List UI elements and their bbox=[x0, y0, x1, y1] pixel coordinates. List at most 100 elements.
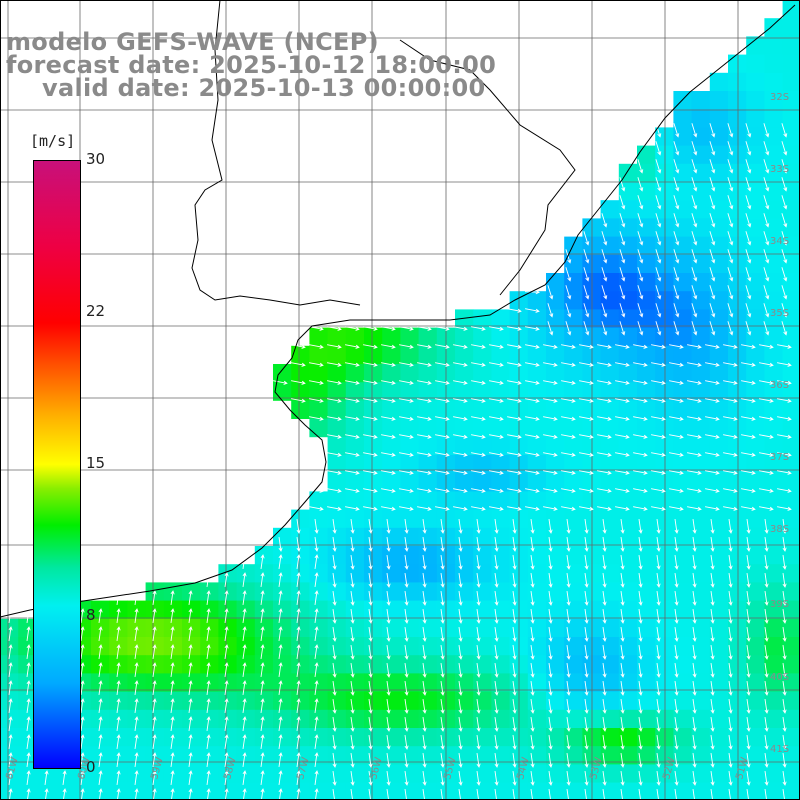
wind-arrow bbox=[620, 771, 625, 786]
wind-arrow bbox=[188, 680, 193, 695]
wind-arrow bbox=[152, 644, 157, 659]
wind-arrow bbox=[507, 380, 522, 385]
wind-arrow bbox=[327, 326, 342, 331]
wind-cell bbox=[327, 527, 347, 547]
wind-arrow bbox=[98, 716, 103, 731]
wind-arrow bbox=[728, 771, 733, 786]
wind-cell bbox=[291, 400, 310, 419]
wind-cell bbox=[782, 655, 800, 674]
wind-cell bbox=[345, 382, 365, 401]
wind-arrow bbox=[673, 159, 680, 174]
wind-cell bbox=[546, 746, 565, 765]
wind-arrow bbox=[597, 362, 612, 367]
wind-arrow bbox=[727, 213, 734, 228]
wind-arrow bbox=[651, 452, 666, 457]
wind-arrow bbox=[723, 488, 738, 493]
wind-arrow bbox=[8, 734, 13, 749]
wind-cell bbox=[782, 600, 800, 620]
wind-arrow bbox=[655, 249, 662, 264]
wind-cell bbox=[291, 345, 310, 365]
wind-arrow bbox=[727, 249, 734, 264]
wind-arrow bbox=[763, 321, 770, 336]
wind-cell bbox=[764, 709, 783, 729]
wind-arrow bbox=[727, 267, 734, 282]
wind-arrow bbox=[332, 519, 337, 534]
wind-cell bbox=[527, 655, 547, 674]
wind-arrow bbox=[471, 434, 486, 439]
latitude-label: 33S bbox=[770, 164, 789, 175]
wind-arrow bbox=[597, 488, 612, 493]
wind-cell bbox=[345, 564, 365, 583]
wind-arrow bbox=[404, 573, 409, 588]
wind-cell bbox=[364, 345, 383, 365]
wind-cell bbox=[473, 364, 492, 383]
wind-arrow bbox=[583, 249, 590, 264]
wind-cell bbox=[764, 436, 783, 456]
wind-cell bbox=[345, 400, 365, 419]
wind-arrow bbox=[759, 452, 774, 457]
wind-arrow bbox=[422, 789, 427, 800]
wind-cell bbox=[691, 236, 711, 256]
wind-arrow bbox=[381, 434, 396, 439]
wind-cell bbox=[273, 564, 292, 583]
wind-cell bbox=[309, 691, 328, 711]
latitude-label: 40S bbox=[770, 672, 789, 683]
wind-arrow bbox=[655, 159, 662, 174]
wind-arrow bbox=[134, 608, 139, 623]
wind-arrow bbox=[687, 506, 702, 511]
wind-cell bbox=[709, 582, 729, 601]
wind-arrow bbox=[548, 555, 553, 570]
wind-cell bbox=[764, 291, 783, 310]
wind-cell bbox=[746, 527, 765, 547]
wind-cell bbox=[728, 782, 747, 800]
wind-cell bbox=[655, 564, 674, 583]
wind-cell bbox=[382, 728, 401, 747]
wind-cell bbox=[455, 655, 474, 674]
wind-cell bbox=[637, 527, 656, 547]
wind-arrow bbox=[620, 699, 625, 714]
wind-cell bbox=[746, 109, 765, 128]
wind-cell bbox=[618, 600, 638, 620]
wind-arrow bbox=[471, 470, 486, 475]
wind-arrow bbox=[727, 123, 734, 138]
wind-cell bbox=[455, 327, 474, 347]
wind-cell bbox=[764, 564, 783, 583]
wind-arrow bbox=[674, 717, 679, 732]
wind-cell bbox=[546, 655, 565, 674]
wind-arrow bbox=[579, 416, 594, 421]
latitude-label: 32S bbox=[770, 92, 789, 103]
wind-arrow bbox=[98, 680, 103, 695]
wind-arrow bbox=[709, 285, 716, 300]
wind-cell bbox=[782, 637, 800, 656]
wind-cell bbox=[618, 291, 638, 310]
wind-arrow bbox=[489, 488, 504, 493]
wind-cell bbox=[364, 418, 383, 438]
wind-arrow bbox=[705, 344, 720, 349]
wind-cell bbox=[418, 546, 438, 565]
wind-arrow bbox=[327, 506, 342, 511]
wind-arrow bbox=[62, 788, 67, 800]
wind-arrow bbox=[489, 326, 504, 331]
wind-arrow bbox=[260, 554, 265, 569]
wind-cell bbox=[382, 418, 401, 438]
wind-cell bbox=[382, 400, 401, 419]
wind-cell bbox=[600, 728, 620, 747]
wind-arrow bbox=[763, 195, 770, 210]
wind-cell bbox=[618, 382, 638, 401]
wind-arrow bbox=[656, 627, 661, 642]
wind-cell bbox=[691, 127, 711, 146]
wind-arrow bbox=[368, 735, 373, 750]
wind-cell bbox=[655, 673, 674, 692]
wind-cell bbox=[600, 637, 620, 656]
wind-arrow bbox=[764, 699, 769, 714]
wind-arrow bbox=[530, 627, 535, 642]
wind-arrow bbox=[332, 717, 337, 732]
wind-arrow bbox=[619, 321, 626, 336]
wind-arrow bbox=[728, 789, 733, 800]
wind-cell bbox=[746, 54, 765, 74]
wind-arrow bbox=[404, 609, 409, 624]
wind-arrow bbox=[206, 716, 211, 731]
wind-cell bbox=[254, 618, 274, 638]
wind-cell bbox=[491, 673, 510, 692]
wind-cell bbox=[546, 382, 565, 401]
